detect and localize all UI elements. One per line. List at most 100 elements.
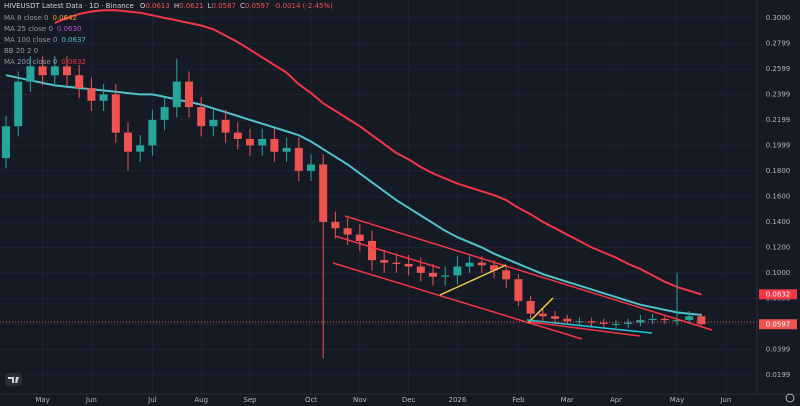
candle-body [233,132,242,139]
ohlc-value: 0.0613 [145,2,170,10]
legend-value: 0.0637 [61,36,86,44]
candle-body [624,322,633,324]
ohlc-label: O [140,2,146,10]
x-tick-label: Mar [561,396,574,404]
y-tick-label: 0.2799 [766,39,791,47]
candle-body [2,126,10,159]
ohlc-label: H [174,2,179,10]
x-tick-label: Jun [719,396,731,404]
logo-mark [8,377,19,383]
x-tick-label: May [35,396,49,404]
y-tick-label: 0.0199 [766,371,791,379]
x-tick-label: Nov [353,396,367,404]
candle-body [416,266,425,273]
candle-body [136,145,145,152]
channel-line [529,321,641,337]
ohlc-label: C [240,2,245,10]
candle-body [599,322,608,324]
candle-body [343,228,352,235]
legend-name: MA 25 close 0 [4,25,53,33]
ohlc-value: 0.0621 [179,2,204,10]
y-tick-label: 0.3000 [766,14,791,22]
price-box-label: 0.0597 [766,320,791,328]
candle-body [319,164,328,222]
ohlc-value: 0.0587 [212,2,237,10]
x-tick-label: Sep [243,396,257,404]
candle-body [551,316,559,319]
candle-body [636,320,645,323]
candle-body [172,81,181,108]
legend: HIVEUSDT Latest Data · 1D · Binance O 0.06… [4,2,333,66]
candle-body [209,119,218,127]
y-tick-label: 0.1000 [766,269,791,277]
x-tick-label: 2026 [448,396,466,404]
y-tick-label: 0.0399 [766,345,791,353]
legend-name: MA 100 close 0 [4,36,57,44]
candle-body [612,323,620,325]
ohlc-value: 0.0597 [245,2,270,10]
candle-body [294,147,303,171]
candle-body [368,240,376,261]
candle-body [282,147,291,152]
trend-line [527,297,554,324]
y-tick-label: 0.1200 [766,243,791,251]
candle-body [26,66,35,82]
y-tick-label: 0.2599 [766,65,791,73]
candle-body [160,107,169,120]
chart-title: HIVEUSDT Latest Data · 1D · Binance [4,2,134,10]
candle-body [87,87,96,101]
candle-body [429,272,437,277]
x-tick-label: Feb [512,396,525,404]
y-tick-label: 0.1999 [766,141,791,149]
candle-body [246,138,254,146]
candle-body [490,265,498,271]
candle-body [660,318,669,321]
settings-button[interactable] [785,393,795,403]
x-tick-label: Apr [610,396,622,404]
x-tick-label: May [670,396,684,404]
trend-lines [332,215,713,340]
candle-body [697,316,706,325]
candle-body [502,270,511,280]
grid-layer [0,0,757,394]
y-tick-label: 0.1600 [766,192,791,200]
change-label: -0.0014 (-2.45%) [273,2,333,10]
channel-line [334,235,441,269]
candle-body [673,320,681,322]
ma-line [54,9,702,296]
price-box-label: 0.0832 [766,290,791,298]
legend-value: 0.0630 [57,25,82,33]
legend-name: MA 8 close 0 [4,14,48,22]
x-tick-label: Dec [402,396,416,404]
y-tick-label: 0.2199 [766,116,791,124]
y-tick-label: 0.1800 [766,167,791,175]
legend-name: BB 20 2 0 [4,47,38,55]
candle-body [563,318,572,322]
candle-body [148,119,157,146]
candle-body [14,81,23,127]
ma-line [5,74,702,316]
candle-body [331,221,340,229]
x-tick-label: Jun [85,396,97,404]
legend-value: 0.0832 [61,58,86,66]
candle-body [50,66,59,76]
trend-line [439,264,507,296]
candle-body [514,279,523,301]
channel-line [332,262,583,340]
price-box [759,289,797,300]
candle-body [197,107,206,127]
trend-line [526,319,653,334]
candle-body [355,234,364,241]
candle-body [38,66,47,76]
legend-value: 0.0642 [52,14,77,22]
candle-body [307,164,315,171]
legend-name: MA 200 close 0 [4,58,57,66]
candle-body [75,75,84,88]
x-tick-label: Aug [194,396,208,404]
y-tick-label: 0.2399 [766,90,791,98]
price-box [759,319,797,330]
candle-body [63,66,71,76]
candle-body [648,318,657,321]
candle-body [526,300,535,314]
candle-body [99,94,108,101]
